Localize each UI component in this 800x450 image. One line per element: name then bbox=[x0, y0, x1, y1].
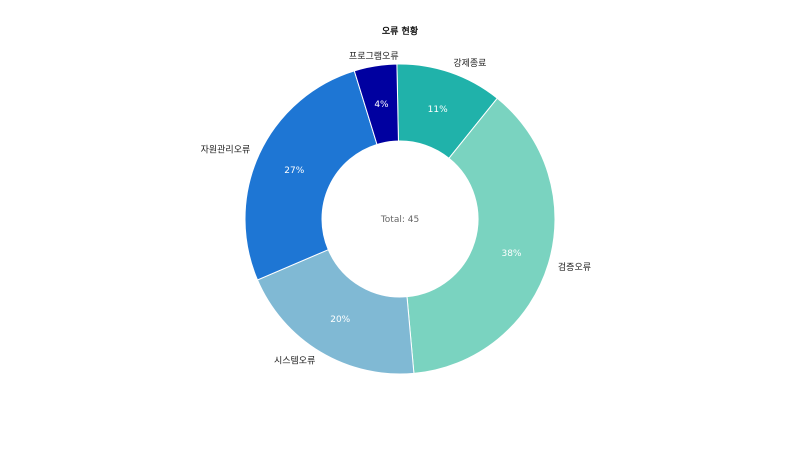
slice-percent-label: 27% bbox=[284, 166, 304, 176]
slice-category-label: 시스템오류 bbox=[274, 355, 315, 367]
slices-group bbox=[244, 63, 556, 375]
chart-title: 오류 현황 bbox=[382, 25, 419, 37]
slice-category-label: 자원관리오류 bbox=[201, 145, 251, 156]
center-total-label: Total: 45 bbox=[380, 215, 419, 225]
labels-group: 11% 강제종료 38% 검증오류 20% 시스템오류 27% 자원관리오류 4% 프로그램오류 bbox=[201, 50, 591, 367]
slice-percent-label: 38% bbox=[501, 249, 521, 259]
slice-category-label: 프로그램오류 bbox=[349, 50, 399, 62]
slice-percent-label: 4% bbox=[374, 100, 389, 110]
slice-2[interactable] bbox=[256, 249, 415, 375]
slice-1[interactable] bbox=[406, 97, 556, 374]
slice-3[interactable] bbox=[244, 70, 378, 281]
slice-percent-label: 11% bbox=[428, 105, 448, 115]
slice-category-label: 강제종료 bbox=[453, 58, 486, 69]
slice-category-label: 검증오류 bbox=[558, 261, 591, 273]
slice-4[interactable] bbox=[353, 63, 399, 146]
slice-percent-label: 20% bbox=[330, 315, 350, 325]
